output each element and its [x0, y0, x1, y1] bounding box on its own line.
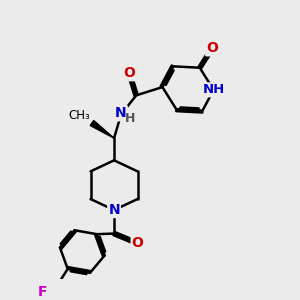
Text: H: H: [124, 112, 135, 124]
Text: N: N: [115, 106, 127, 120]
Polygon shape: [90, 121, 114, 138]
Text: F: F: [38, 285, 48, 299]
Text: O: O: [206, 41, 218, 56]
Text: CH₃: CH₃: [69, 109, 91, 122]
Text: N: N: [108, 203, 120, 217]
Text: O: O: [123, 66, 135, 80]
Text: O: O: [132, 236, 143, 250]
Text: NH: NH: [202, 83, 225, 96]
